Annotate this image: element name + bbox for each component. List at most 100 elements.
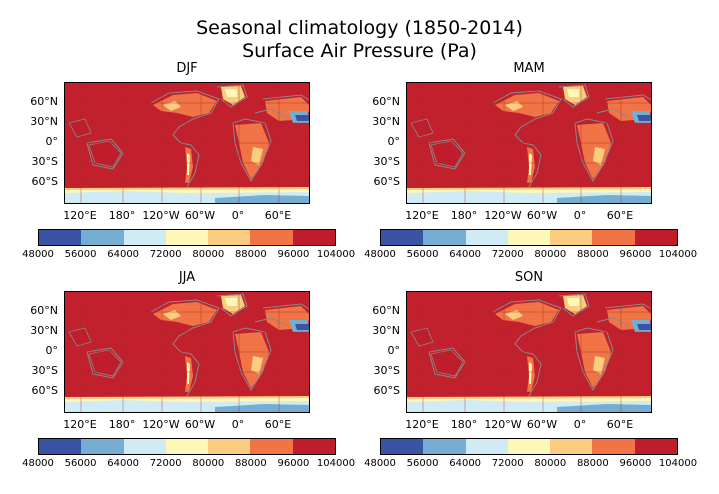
lat-tick-label: 0° [45,135,59,148]
colorbar-swatch [165,230,209,245]
panel-title-djf: DJF [176,61,198,76]
colorbar-tick-label: 88000 [234,249,267,260]
coastline-1 [522,142,542,188]
coastline-3 [604,303,651,310]
coastline-6 [254,317,288,327]
colorbar-tick-label: 56000 [64,249,97,260]
lon-tick-label: 60°E [606,209,634,222]
africa-highland [577,332,611,388]
maritime-continent [68,118,92,138]
lon-tick-label: 0° [573,209,587,222]
colorbar-tick-label: 96000 [277,458,310,469]
colorbar-swatch [123,439,166,454]
east-africa-plateau [251,147,263,165]
map-djf [64,82,310,204]
colorbar-tick-label: 48000 [22,249,54,260]
coastline-1 [180,351,200,397]
coastline-4 [558,84,590,108]
coastline-6 [596,317,630,327]
map-mam [406,82,652,204]
rockies [505,101,523,111]
antarctica-edge [65,396,309,399]
coastline-5 [428,138,466,170]
lat-tick-label: 30°N [30,115,58,128]
lat-tick-label: 60°N [372,95,400,108]
lat-tick-label: 30°S [31,155,58,168]
lon-tick-label: 60°W [526,209,558,222]
colorbar-swatch [165,439,209,454]
colorbar-tick-label: 56000 [406,249,439,260]
maritime-continent [68,327,92,347]
colorbar-swatch [592,230,635,245]
colorbar [380,438,678,455]
lon-tick-label: 120°W [484,418,522,431]
lon-tick-label: 120°W [142,418,180,431]
colorbar-swatch [208,439,251,454]
andes-peak [529,362,532,384]
coastline-5 [86,138,124,170]
rockies [505,310,523,320]
antarctica-high [215,195,309,203]
coastline-1 [522,351,542,397]
rockies [163,101,181,111]
map-son [406,291,652,413]
colorbar-tick-label: 80000 [534,249,567,260]
lat-tick-label: 60°N [30,304,58,317]
lon-tick-label: 120°E [63,418,97,431]
australia [430,349,464,377]
himalaya-peak [637,115,651,121]
coastline-0 [492,90,562,144]
lon-tick-label: 0° [231,418,245,431]
colorbar [38,438,336,455]
africa-highland [577,123,611,179]
lon-tick-label: 0° [573,418,587,431]
andes-peak [529,153,532,175]
lat-tick-label: 60°N [30,95,58,108]
colorbar-tick-label: 80000 [192,458,225,469]
colorbar-swatch [250,439,293,454]
colorbar-tick-label: 104000 [316,458,356,469]
coastline-6 [596,108,630,118]
map-jja [64,291,310,413]
colorbar-swatch [592,439,635,454]
colorbar-swatch [81,230,124,245]
antarctica-high [557,195,651,203]
colorbar-tick-label: 64000 [449,458,482,469]
colorbar-swatch [81,439,124,454]
coastline-3 [262,94,309,101]
colorbar-tick-label: 96000 [619,249,652,260]
lat-tick-label: 30°N [372,324,400,337]
colorbar-swatch [507,230,551,245]
lon-tick-label: 120°E [405,418,439,431]
east-africa-plateau [593,356,605,374]
lat-tick-label: 60°S [31,175,58,188]
colorbar-tick-label: 72000 [491,458,524,469]
lat-tick-label: 0° [45,344,59,357]
lat-tick-label: 30°S [373,364,400,377]
antarctica-high [557,404,651,412]
colorbar-tick-label: 64000 [107,249,140,260]
colorbar-tick-label: 72000 [491,249,524,260]
lon-tick-label: 120°W [484,209,522,222]
map-svg [407,83,651,203]
coastline-4 [216,84,248,108]
chart-title: Seasonal climatology (1850-2014) [196,17,523,39]
colorbar-swatch [381,230,424,245]
colorbar [38,229,336,246]
colorbar-swatch [465,230,508,245]
lon-tick-label: 0° [231,209,245,222]
lon-tick-label: 120°E [63,209,97,222]
coastline-5 [428,347,466,379]
lon-tick-label: 180° [450,418,478,431]
colorbar-tick-label: 48000 [364,458,396,469]
map-svg [407,292,651,412]
himalaya-peak [295,324,309,330]
lon-tick-label: 60°W [184,209,216,222]
coastline-4 [216,293,248,317]
himalaya-peak [637,324,651,330]
lat-tick-label: 0° [387,135,401,148]
colorbar-tick-label: 56000 [64,458,97,469]
colorbar-tick-label: 88000 [234,458,267,469]
east-africa-plateau [593,147,605,165]
andes-peak [187,153,190,175]
